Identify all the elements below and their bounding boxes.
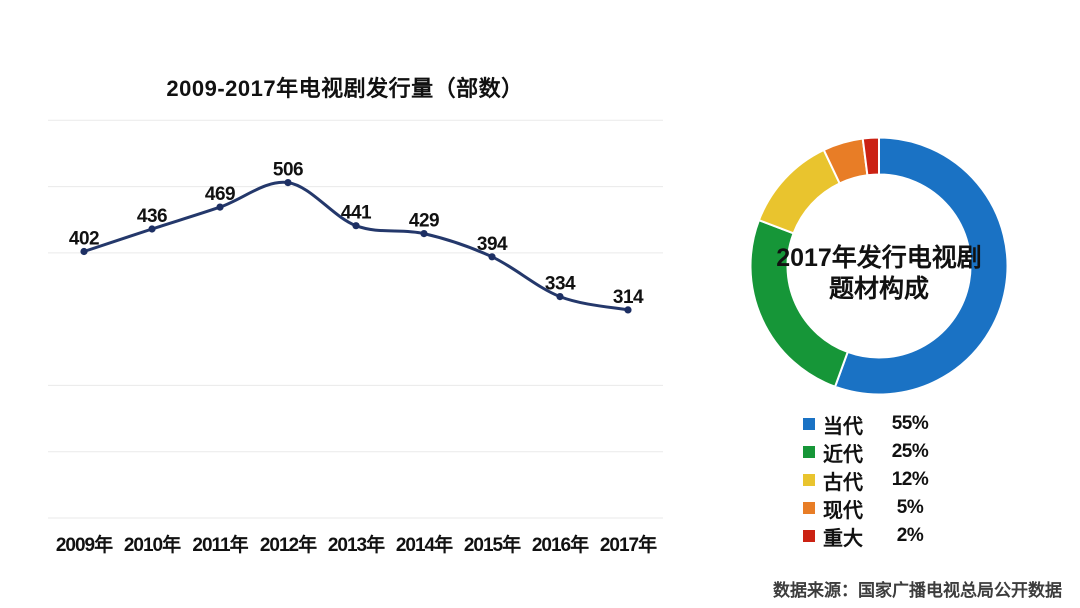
data-point-marker xyxy=(488,253,496,261)
legend-swatch-icon xyxy=(803,502,815,514)
x-axis-label: 2016年 xyxy=(532,533,589,556)
legend-percent: 25% xyxy=(891,441,929,462)
donut-center-title-line1: 2017年发行电视剧 xyxy=(776,244,982,272)
data-point-marker xyxy=(352,222,360,230)
donut-center-title: 2017年发行电视剧 题材构成 xyxy=(749,243,1009,305)
data-point-marker xyxy=(216,203,224,211)
donut-segment-重大 xyxy=(861,136,880,177)
legend-swatch-icon xyxy=(803,446,815,458)
value-label: 314 xyxy=(613,287,644,308)
data-point-marker xyxy=(148,225,156,233)
grid-lines xyxy=(48,119,663,519)
value-label: 436 xyxy=(137,206,167,227)
x-axis-label: 2009年 xyxy=(56,533,113,556)
value-label: 441 xyxy=(341,203,372,224)
legend-swatch-icon xyxy=(803,530,815,542)
value-label: 334 xyxy=(545,274,576,295)
value-label: 506 xyxy=(273,160,303,181)
data-point-marker xyxy=(80,247,88,256)
donut-legend: 当代 55% 近代 25% 古代 12% 现代 5% 重大 2% xyxy=(803,410,940,550)
data-point-marker xyxy=(284,179,292,187)
data-point-marker xyxy=(624,306,632,314)
x-axis-label: 2014年 xyxy=(396,533,453,556)
data-point-markers xyxy=(80,179,632,314)
legend-swatch-icon xyxy=(803,474,815,486)
x-axis-label: 2017年 xyxy=(600,533,657,556)
legend-item: 古代 12% xyxy=(803,466,940,494)
donut-segment-当代 xyxy=(833,136,1009,396)
legend-label: 当代 xyxy=(823,415,863,438)
legend-percent: 2% xyxy=(896,525,924,546)
legend-item: 当代 55% xyxy=(803,410,940,438)
legend-swatch-icon xyxy=(803,418,815,430)
x-axis-label: 2012年 xyxy=(260,533,317,556)
legend-percent: 5% xyxy=(896,497,924,518)
data-source-note: 数据来源：国家广播电视总局公开数据 xyxy=(773,581,1062,600)
value-label: 394 xyxy=(477,234,508,255)
donut-center-title-line2: 题材构成 xyxy=(828,275,929,303)
donut-segment-古代 xyxy=(757,148,842,235)
legend-item: 近代 25% xyxy=(803,438,940,466)
x-axis-label: 2015年 xyxy=(464,533,521,556)
line-chart: 402 436 469 506 441 429 394 334 314 2009年 2010年 201… xyxy=(48,119,663,556)
line-chart-title: 2009-2017年电视剧发行量（部数） xyxy=(166,76,524,101)
legend-label: 近代 xyxy=(823,443,863,466)
legend-percent: 12% xyxy=(891,469,929,490)
data-point-marker xyxy=(420,230,428,238)
legend-label: 现代 xyxy=(823,499,863,522)
donut-segments xyxy=(749,136,1009,396)
legend-label: 古代 xyxy=(823,471,863,494)
x-axis-labels: 2009年 2010年 2011年 2012年 2013年 2014年 2015年 2016年… xyxy=(56,533,658,556)
legend-label: 重大 xyxy=(823,527,863,550)
x-axis-label: 2013年 xyxy=(328,533,385,556)
data-point-marker xyxy=(556,293,564,301)
legend-item: 重大 2% xyxy=(803,522,940,550)
value-label: 469 xyxy=(205,184,235,205)
donut-chart xyxy=(749,136,1009,396)
value-label: 402 xyxy=(69,229,99,250)
legend-item: 现代 5% xyxy=(803,494,940,522)
legend-percent: 55% xyxy=(891,413,929,434)
value-label: 429 xyxy=(409,211,439,232)
x-axis-label: 2010年 xyxy=(124,533,181,556)
x-axis-label: 2011年 xyxy=(192,533,248,556)
value-labels: 402 436 469 506 441 429 394 334 314 xyxy=(69,160,645,308)
